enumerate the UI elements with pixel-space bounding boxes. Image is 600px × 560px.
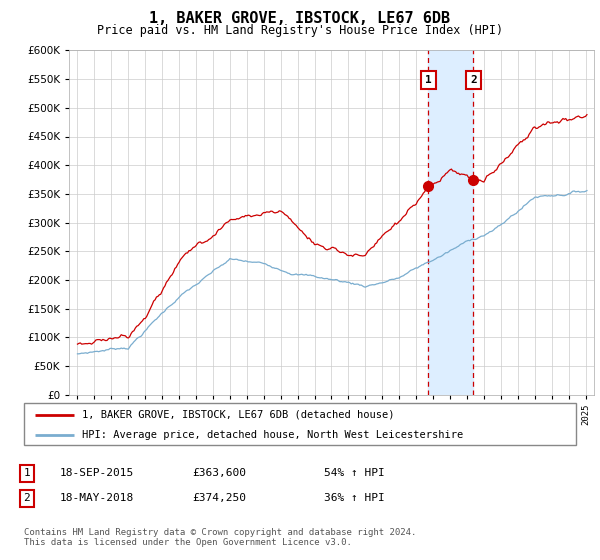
Text: 1, BAKER GROVE, IBSTOCK, LE67 6DB: 1, BAKER GROVE, IBSTOCK, LE67 6DB <box>149 11 451 26</box>
Text: 1, BAKER GROVE, IBSTOCK, LE67 6DB (detached house): 1, BAKER GROVE, IBSTOCK, LE67 6DB (detac… <box>82 409 394 419</box>
Text: 18-SEP-2015: 18-SEP-2015 <box>60 468 134 478</box>
FancyBboxPatch shape <box>24 403 576 445</box>
Text: 2: 2 <box>470 74 477 85</box>
Text: 18-MAY-2018: 18-MAY-2018 <box>60 493 134 503</box>
Text: 1: 1 <box>23 468 31 478</box>
Text: £374,250: £374,250 <box>192 493 246 503</box>
Text: 54% ↑ HPI: 54% ↑ HPI <box>324 468 385 478</box>
Bar <box>428 50 473 395</box>
Text: HPI: Average price, detached house, North West Leicestershire: HPI: Average price, detached house, Nort… <box>82 430 463 440</box>
Text: £363,600: £363,600 <box>192 468 246 478</box>
Text: 36% ↑ HPI: 36% ↑ HPI <box>324 493 385 503</box>
Text: Price paid vs. HM Land Registry's House Price Index (HPI): Price paid vs. HM Land Registry's House … <box>97 24 503 37</box>
Text: 1: 1 <box>425 74 432 85</box>
Text: 2: 2 <box>23 493 31 503</box>
Text: Contains HM Land Registry data © Crown copyright and database right 2024.
This d: Contains HM Land Registry data © Crown c… <box>24 528 416 547</box>
